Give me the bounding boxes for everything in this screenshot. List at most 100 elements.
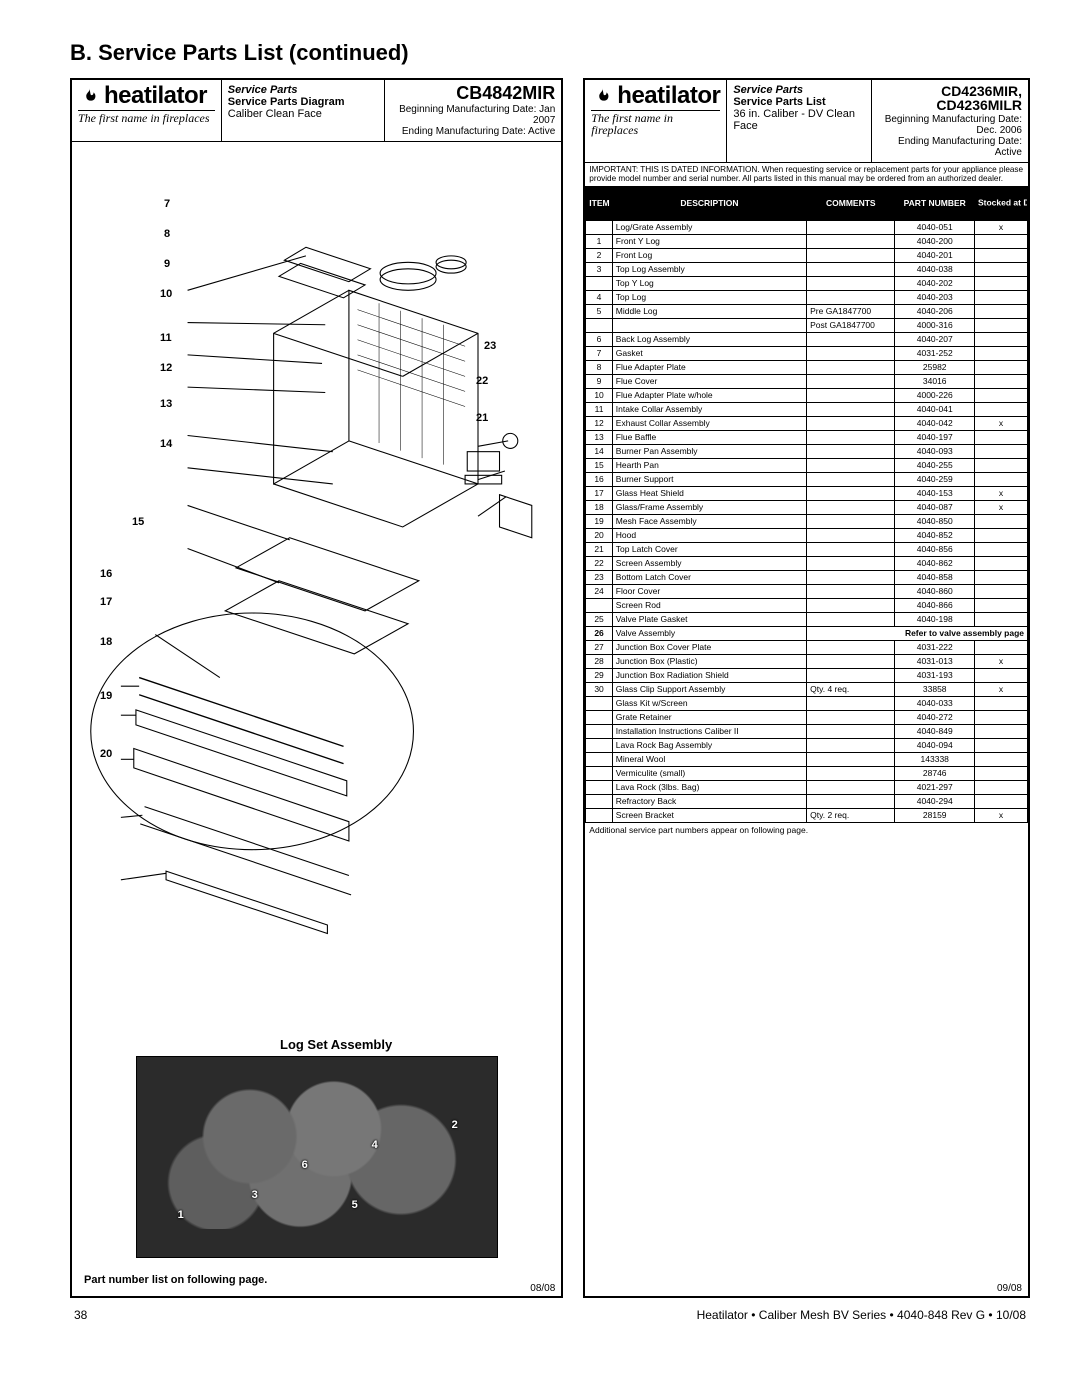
cell-part: 4040-094 [895,738,975,752]
cell-stock [974,346,1027,360]
cell-desc: Burner Support [612,472,806,486]
cell-stock: x [974,654,1027,668]
cell-item [586,598,613,612]
cell-comm [807,276,895,290]
table-row: 6 Back Log Assembly 4040-207 [586,332,1028,346]
callout-13: 13 [160,398,172,410]
callout-19: 19 [100,690,112,702]
table-row: 29 Junction Box Radiation Shield 4031-19… [586,668,1028,682]
cell-part: 4040-272 [895,710,975,724]
table-row: Lava Rock Bag Assembly 4040-094 [586,738,1028,752]
cell-stock [974,374,1027,388]
cell-part: 4040-852 [895,528,975,542]
cell-desc: Front Log [612,248,806,262]
cell-part: 28159 [895,808,975,822]
table-row: 22 Screen Assembly 4040-862 [586,556,1028,570]
cell-part: 34016 [895,374,975,388]
table-row: 28 Junction Box (Plastic) 4031-013 x [586,654,1028,668]
cell-comm [807,374,895,388]
cell-part: 4040-087 [895,500,975,514]
right-date: 09/08 [997,1283,1022,1294]
cell-stock [974,556,1027,570]
cell-desc: Hearth Pan [612,458,806,472]
cell-comm [807,458,895,472]
callout-18: 18 [100,636,112,648]
cell-comm [807,612,895,626]
cell-stock [974,766,1027,780]
table-row: Lava Rock (3lbs. Bag) 4021-297 [586,780,1028,794]
table-row: 18 Glass/Frame Assembly 4040-087 x [586,500,1028,514]
cell-part: 4040-041 [895,402,975,416]
cell-comm [807,360,895,374]
cell-desc: Log/Grate Assembly [612,220,806,234]
table-row: 5 Middle Log Pre GA1847700 4040-206 [586,304,1028,318]
cell-stock [974,290,1027,304]
cell-item [586,318,613,332]
table-row: 10 Flue Adapter Plate w/hole 4000-226 [586,388,1028,402]
cell-desc: Glass Heat Shield [612,486,806,500]
cell-comm: Qty. 2 req. [807,808,895,822]
cell-desc: Screen Assembly [612,556,806,570]
page-number: 38 [74,1308,87,1322]
cell-comm: Post GA1847700 [807,318,895,332]
cell-desc: Mineral Wool [612,752,806,766]
cell-part: 143338 [895,752,975,766]
cell-comm [807,556,895,570]
cell-stock [974,542,1027,556]
header-line1: Service Parts Diagram [228,96,378,108]
cell-part: 4040-850 [895,514,975,528]
cell-stock [974,248,1027,262]
cell-desc: Floor Cover [612,584,806,598]
diagram-svg [80,150,553,1033]
cell-stock [974,276,1027,290]
cell-item [586,710,613,724]
cell-stock: x [974,220,1027,234]
cell-part: 28746 [895,766,975,780]
table-row: 16 Burner Support 4040-259 [586,472,1028,486]
table-row: 23 Bottom Latch Cover 4040-858 [586,570,1028,584]
cell-item [586,220,613,234]
flame-icon [78,86,100,108]
th-stock: Stocked at Depot [974,187,1027,221]
cell-stock [974,780,1027,794]
cell-desc: Gasket [612,346,806,360]
table-row: 25 Valve Plate Gasket 4040-198 [586,612,1028,626]
cell-comm [807,542,895,556]
callout-7: 7 [164,198,170,210]
table-row: 13 Flue Baffle 4040-197 [586,430,1028,444]
cell-part: 4040-849 [895,724,975,738]
cell-desc: Junction Box Radiation Shield [612,668,806,682]
cell-desc: Junction Box (Plastic) [612,654,806,668]
cell-comm [807,346,895,360]
table-row: Refractory Back 4040-294 [586,794,1028,808]
cell-part: 4040-202 [895,276,975,290]
cell-stock [974,612,1027,626]
cell-part: 4040-093 [895,444,975,458]
cell-item [586,780,613,794]
cell-item: 24 [586,584,613,598]
left-header: heatilator The first name in fireplaces … [72,80,561,142]
cell-part: 4040-866 [895,598,975,612]
brand-text: heatilator [104,84,207,108]
log-num-5: 5 [347,1197,363,1213]
cell-part: 4040-207 [895,332,975,346]
cell-part: 4031-013 [895,654,975,668]
cell-item: 22 [586,556,613,570]
cell-comm [807,416,895,430]
mfg-end: Ending Manufacturing Date: Active [391,126,555,137]
cell-stock [974,262,1027,276]
cell-desc: Top Y Log [612,276,806,290]
cell-item: 8 [586,360,613,374]
right-panel: heatilator The first name in fireplaces … [583,78,1030,1298]
cell-part: 4000-316 [895,318,975,332]
callout-9: 9 [164,258,170,270]
exploded-diagram: 7 8 9 10 11 12 13 14 15 16 17 18 19 20 2… [80,150,553,1033]
cell-item [586,794,613,808]
brand-tagline: The first name in fireplaces [78,110,215,124]
section-title: B. Service Parts List (continued) [70,40,1030,66]
log-set-photo: 1 2 3 4 5 6 [136,1056,498,1258]
cell-comm [807,486,895,500]
cell-comm [807,234,895,248]
callout-14: 14 [160,438,172,450]
important-note: IMPORTANT: THIS IS DATED INFORMATION. Wh… [585,163,1028,187]
